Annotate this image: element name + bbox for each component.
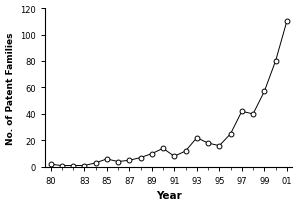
Y-axis label: No. of Patent Families: No. of Patent Families [6,32,15,144]
X-axis label: Year: Year [156,191,181,200]
